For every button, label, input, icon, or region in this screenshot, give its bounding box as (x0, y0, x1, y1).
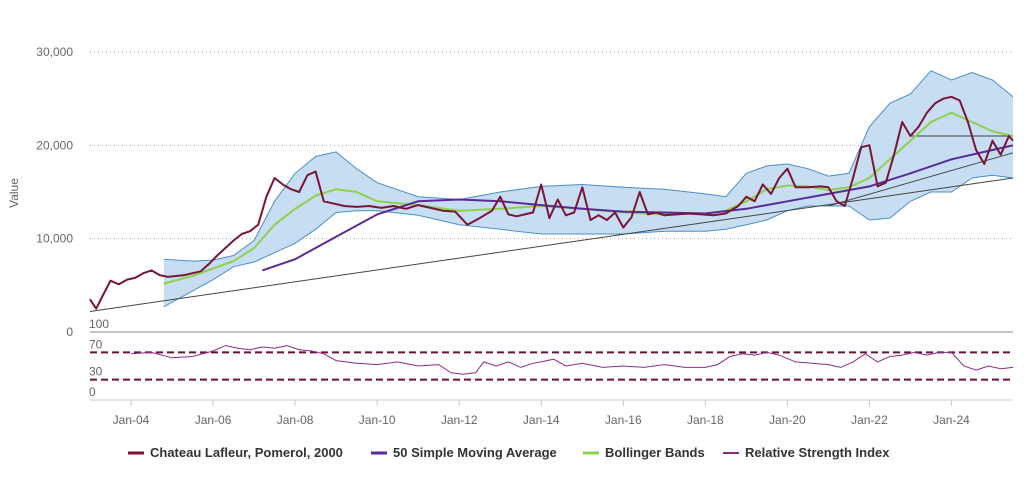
sma-line (261, 144, 1014, 272)
rsi-layer (130, 345, 1014, 375)
legend-label: Relative Strength Index (745, 445, 890, 460)
price-tick-label: 20,000 (36, 138, 73, 152)
trend-line (89, 177, 1014, 312)
x-tick-label: Jan-16 (605, 413, 642, 427)
price-tick-label: 0 (66, 325, 73, 339)
x-axis: Jan-04 Jan-06 Jan-08 Jan-10 Jan-12 Jan-14 Jan-… (90, 399, 1013, 427)
y-axis-label: Value (7, 178, 21, 208)
x-tick-label: Jan-24 (933, 413, 970, 427)
bollinger-upper-band (163, 70, 1014, 262)
legend-item[interactable]: Chateau Lafleur, Pomerol, 2000 (128, 445, 343, 460)
x-tick-label: Jan-10 (359, 413, 396, 427)
rsi-tick-label: 70 (89, 337, 103, 351)
x-tick-label: Jan-20 (769, 413, 806, 427)
x-tick-label: Jan-04 (113, 413, 150, 427)
legend-label: Chateau Lafleur, Pomerol, 2000 (150, 445, 343, 460)
x-tick-label: Jan-12 (441, 413, 478, 427)
legend-item[interactable]: Relative Strength Index (723, 445, 890, 460)
x-tick-label: Jan-14 (523, 413, 560, 427)
legend[interactable]: Chateau Lafleur, Pomerol, 2000 50 Simple … (128, 445, 890, 460)
bollinger-middle-line (163, 111, 1014, 285)
x-tick-label: Jan-18 (687, 413, 724, 427)
legend-label: 50 Simple Moving Average (393, 445, 557, 460)
rsi-line (130, 345, 1014, 375)
rsi-tick-label: 30 (89, 365, 103, 379)
x-tick-label: Jan-06 (195, 413, 232, 427)
legend-item[interactable]: Bollinger Bands (583, 445, 705, 460)
bollinger-band-layer (163, 70, 1014, 308)
bollinger-band-fill (163, 70, 1014, 307)
price-tick-labels: 0 10,000 20,000 30,000 (36, 45, 73, 339)
rsi-tick-label: 100 (89, 317, 109, 331)
price-tick-label: 30,000 (36, 45, 73, 59)
legend-label: Bollinger Bands (605, 445, 705, 460)
price-tick-label: 10,000 (36, 232, 73, 246)
series-layer (89, 95, 1014, 310)
legend-item[interactable]: 50 Simple Moving Average (371, 445, 557, 460)
rsi-tick-label: 0 (89, 385, 96, 399)
x-tick-label: Jan-08 (277, 413, 314, 427)
rsi-axis: 0 30 70 100 (89, 317, 1013, 399)
price-line (89, 95, 1014, 310)
x-tick-label: Jan-22 (851, 413, 888, 427)
bollinger-lower-band (163, 174, 1014, 308)
